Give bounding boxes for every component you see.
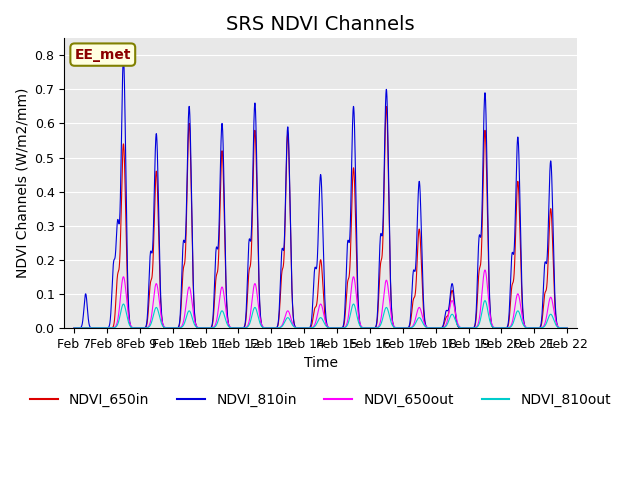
Y-axis label: NDVI Channels (W/m2/mm): NDVI Channels (W/m2/mm) <box>15 88 29 278</box>
Text: EE_met: EE_met <box>74 48 131 61</box>
Legend: NDVI_650in, NDVI_810in, NDVI_650out, NDVI_810out: NDVI_650in, NDVI_810in, NDVI_650out, NDV… <box>24 387 616 412</box>
Title: SRS NDVI Channels: SRS NDVI Channels <box>227 15 415 34</box>
X-axis label: Time: Time <box>303 356 338 370</box>
